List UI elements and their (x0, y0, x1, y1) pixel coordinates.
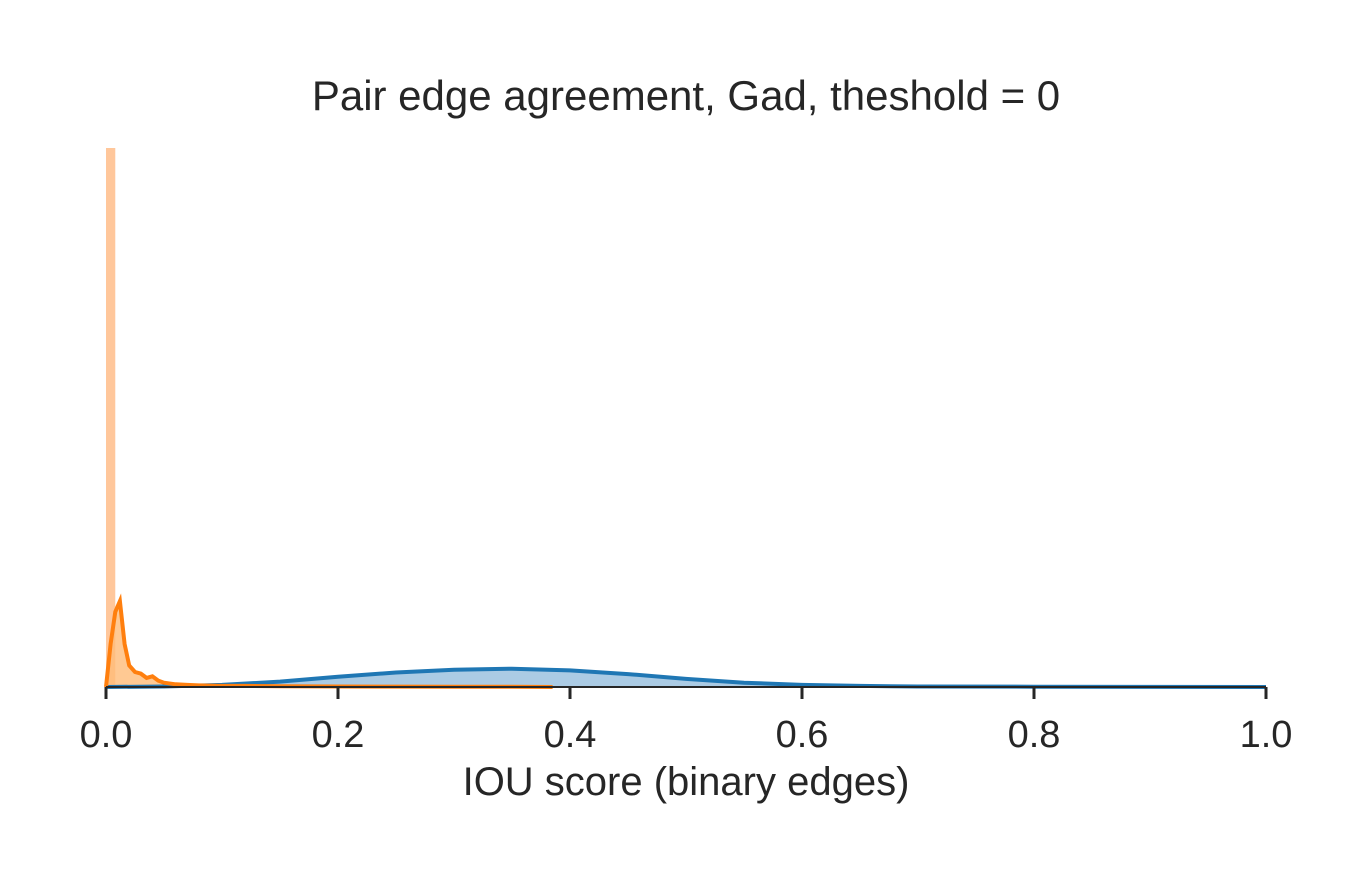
chart-title: Pair edge agreement, Gad, theshold = 0 (312, 72, 1060, 119)
x-tick-label: 0.0 (80, 714, 133, 756)
x-tick-label: 0.2 (312, 714, 365, 756)
plot-area (104, 148, 1267, 689)
x-tick-label: 0.8 (1008, 714, 1061, 756)
x-tick-label: 0.6 (776, 714, 829, 756)
hist-bar-series-b (106, 148, 116, 687)
x-tick-label: 0.4 (544, 714, 597, 756)
x-tick-label: 1.0 (1240, 714, 1293, 756)
x-axis-label: IOU score (binary edges) (463, 760, 910, 804)
x-axis: 0.0 0.2 0.4 0.6 0.8 1.0 (80, 686, 1293, 756)
